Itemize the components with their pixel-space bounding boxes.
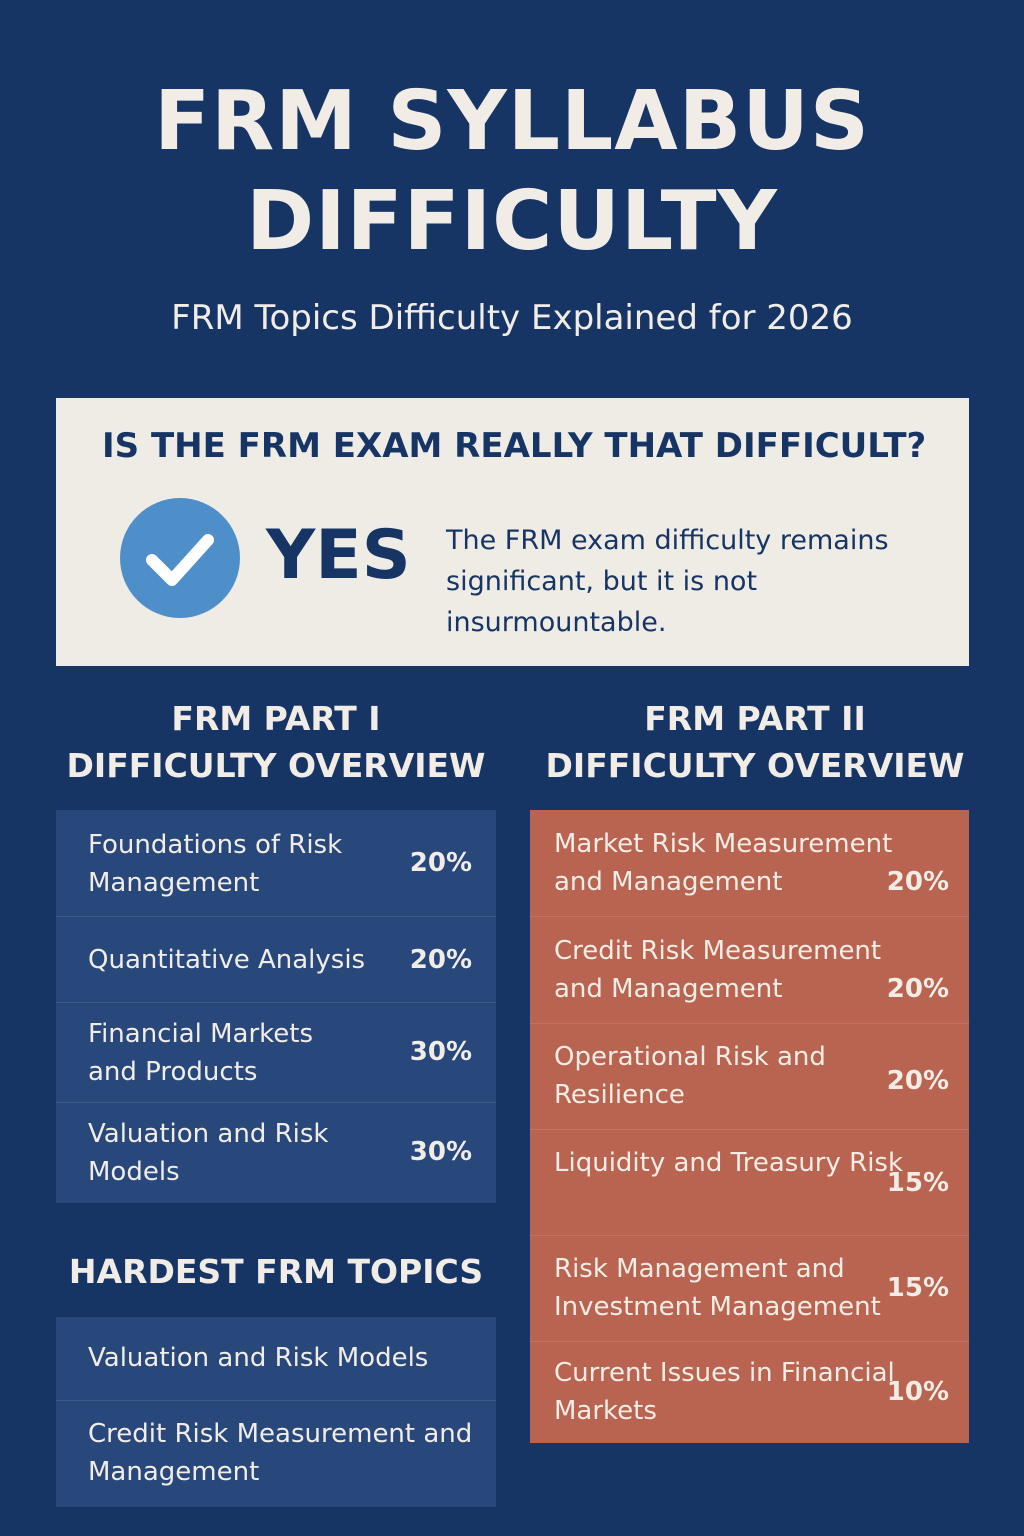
topic-name: Foundations of Risk Management <box>88 830 343 898</box>
topic-weight: 30% <box>409 1037 472 1067</box>
topic-weight: 20% <box>886 974 949 1004</box>
exam-difficulty-banner: IS THE FRM EXAM REALLY THAT DIFFICULT? Y… <box>56 398 969 666</box>
hardest-topic-name: Valuation and Risk Models <box>88 1343 429 1373</box>
check-icon <box>120 498 240 618</box>
topic-name: Valuation and Risk Models <box>88 1119 329 1187</box>
table-row: Operational Risk and Resilience 20% <box>530 1024 969 1130</box>
part2-heading-line-2: DIFFICULTY OVERVIEW <box>545 746 965 785</box>
table-row: Financial Markets and Products 30% <box>56 1003 496 1103</box>
topic-name: Operational Risk and Resilience <box>554 1042 826 1110</box>
hardest-topics-table: Valuation and Risk Models Credit Risk Me… <box>56 1317 496 1507</box>
topic-weight: 20% <box>886 1066 949 1096</box>
topic-name: Quantitative Analysis <box>88 945 366 975</box>
table-row: Risk Management and Investment Managemen… <box>530 1236 969 1342</box>
table-row: Quantitative Analysis 20% <box>56 917 496 1003</box>
part2-heading-line-1: FRM PART II <box>644 699 866 738</box>
topic-name: Liquidity and Treasury Risk <box>554 1148 904 1178</box>
topic-weight: 20% <box>409 945 472 975</box>
list-item: Valuation and Risk Models <box>56 1317 496 1401</box>
table-row: Credit Risk Measurement and Management 2… <box>530 917 969 1024</box>
subtitle: FRM Topics Difficulty Explained for 2026 <box>171 298 853 338</box>
part1-heading: FRM PART I DIFFICULTY OVERVIEW <box>56 695 496 789</box>
part2-topics-table: Market Risk Measurement and Management 2… <box>530 810 969 1443</box>
table-row: Foundations of Risk Management 20% <box>56 810 496 917</box>
answer-yes: YES <box>266 516 411 595</box>
list-item: Credit Risk Measurement and Management <box>56 1401 496 1507</box>
table-row: Liquidity and Treasury Risk 15% <box>530 1130 969 1236</box>
topic-weight: 15% <box>886 1273 949 1303</box>
part1-heading-line-2: DIFFICULTY OVERVIEW <box>66 746 486 785</box>
part1-heading-line-1: FRM PART I <box>171 699 381 738</box>
hardest-topic-name: Credit Risk Measurement and Management <box>88 1419 473 1487</box>
topic-weight: 15% <box>886 1168 949 1198</box>
title-line-1: FRM SYLLABUS <box>154 74 870 169</box>
topic-name: Credit Risk Measurement and Management <box>554 936 882 1004</box>
topic-weight: 30% <box>409 1137 472 1167</box>
table-row: Current Issues in Financial Markets 10% <box>530 1342 969 1443</box>
topic-weight: 10% <box>886 1377 949 1407</box>
topic-name: Current Issues in Financial Markets <box>554 1358 895 1426</box>
table-row: Market Risk Measurement and Management 2… <box>530 810 969 917</box>
topic-name: Market Risk Measurement and Management <box>554 829 893 897</box>
banner-description: The FRM exam difficulty remains signific… <box>446 525 889 638</box>
hardest-topics-heading: HARDEST FRM TOPICS <box>68 1252 484 1291</box>
part1-topics-table: Foundations of Risk Management 20% Quant… <box>56 810 496 1203</box>
banner-question: IS THE FRM EXAM REALLY THAT DIFFICULT? <box>102 426 927 466</box>
table-row: Valuation and Risk Models 30% <box>56 1103 496 1203</box>
part2-heading: FRM PART II DIFFICULTY OVERVIEW <box>530 695 980 789</box>
title-line-2: DIFFICULTY <box>246 174 778 269</box>
topic-name: Financial Markets and Products <box>88 1019 314 1087</box>
topic-weight: 20% <box>409 848 472 878</box>
topic-weight: 20% <box>886 867 949 897</box>
main-title: FRM SYLLABUS DIFFICULTY <box>0 72 1024 272</box>
topic-name: Risk Management and Investment Managemen… <box>554 1254 881 1322</box>
